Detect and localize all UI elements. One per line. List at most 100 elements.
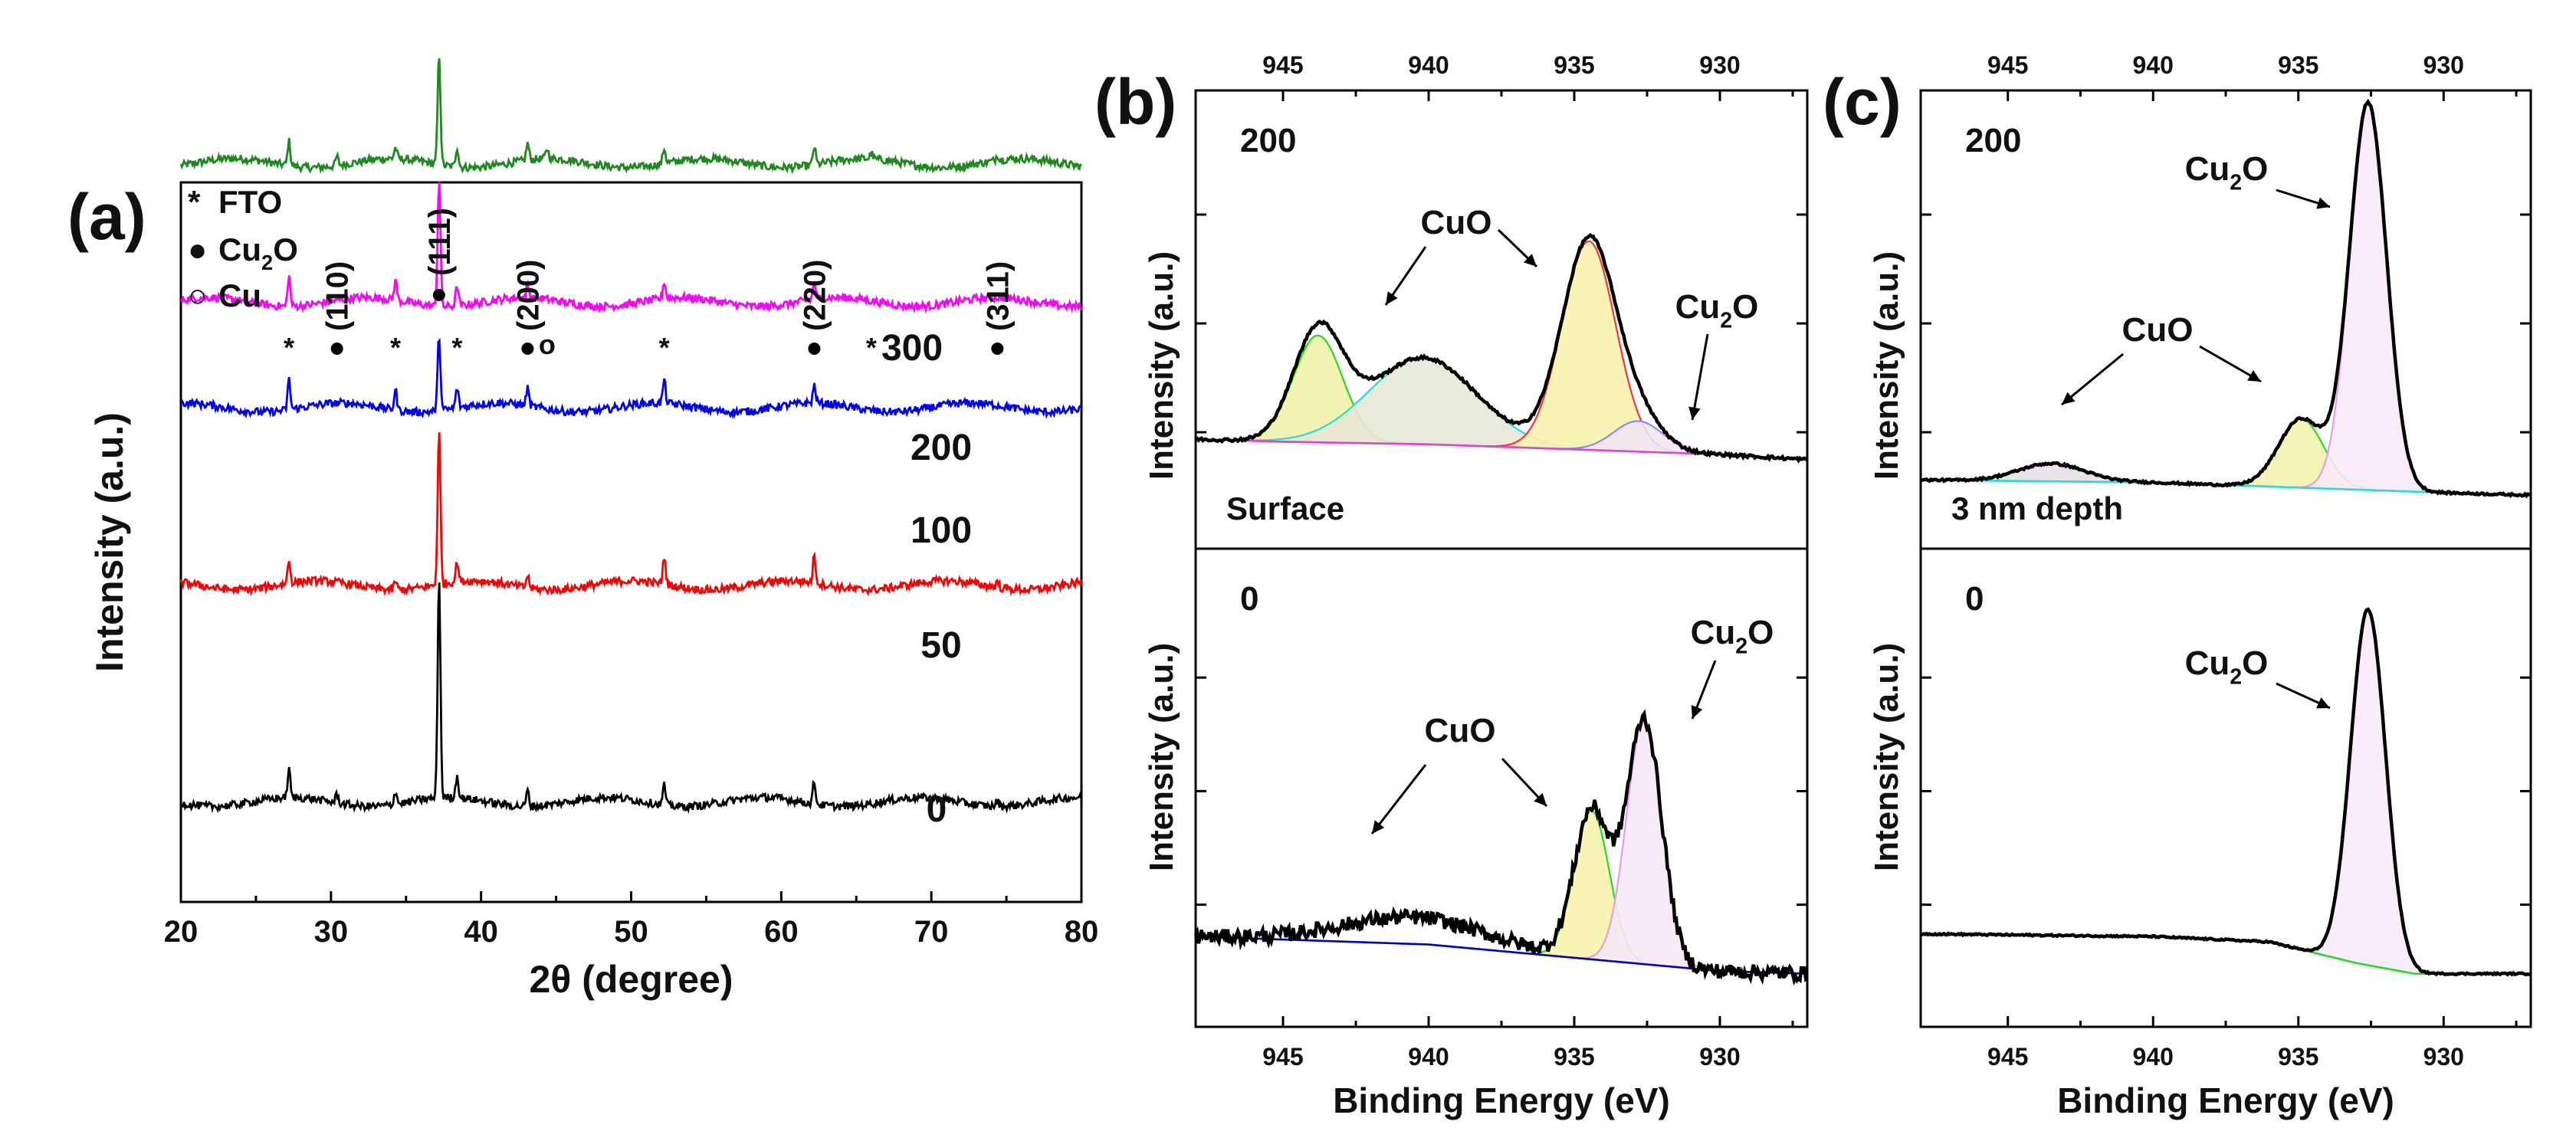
legend-label-1: Cu2O [218,231,298,274]
peak-marker-8 [808,343,821,355]
peak-symbol-7: * [659,332,670,363]
panel-c-sub1-component-fill-0 [1921,609,2531,974]
panel-b-xtick-label-bottom: 930 [1699,1043,1740,1071]
peak-index-label-5: (200) [511,260,545,331]
peak-symbol-4: * [451,332,462,363]
panel-c-xtick-label-top: 945 [1987,51,2028,79]
panel-a-xtick-label: 70 [914,915,949,949]
series-50-line [179,432,1083,597]
legend-label-1-main: Cu [218,231,261,267]
peak-index-label-10: (311) [981,261,1015,331]
panel-c-sub0-annotation-0: CuO [2122,311,2194,349]
panel-b-xtick-label-bottom: 940 [1408,1043,1449,1071]
panel-b-sub0-sublabel: Surface [1226,490,1344,526]
panel-label-c: (c) [1823,66,1902,138]
peak-marker-1 [330,343,343,355]
panel-c-sub0-arrow-0-0 [2061,352,2124,406]
panel-a-ylabel: Intensity (a.u.) [88,412,131,672]
panel-c-sub0-annotation-1: Cu2O [2185,150,2269,195]
peak-index-label-8: (220) [798,260,832,331]
panel-b-xps-chart: 945 945 940 940 935 935 930 930 Binding Energy (… [1143,51,1809,1120]
panel-b-xtick-label-top: 940 [1408,51,1449,79]
panel-b-sub1-label: 0 [1240,580,1258,618]
panel-c-xtick-label-bottom: 930 [2423,1043,2464,1071]
panel-c-sub1-annotation-0: Cu2O [2185,644,2269,689]
peak-index-label-1: (110) [321,261,355,331]
series-100-line [180,337,1082,420]
panel-c-sub0-annotation-0-main: CuO [2122,311,2194,349]
panel-c-xtick-label-bottom: 935 [2278,1043,2318,1071]
legend-symbol-0: * [188,184,201,220]
panel-b-sub0-label: 200 [1240,122,1296,159]
panel-c-sub1-arrowhead-0-0 [2316,697,2330,709]
legend-symbol-2: ○ [188,277,207,313]
peak-marker-3 [432,289,445,301]
panel-b-sub0-annotation-1-sub: 2 [1720,308,1732,333]
panel-a-xtick-label: 50 [614,915,648,949]
peak-marker-10 [991,343,1004,355]
panel-c-sub0-annotation-1-tail: O [2242,150,2268,188]
panel-label-a: (a) [67,181,146,253]
panel-c-xtick-label-top: 935 [2278,51,2318,79]
panel-b-sub1-data-line [1193,709,1809,986]
legend-label-2-main: Cu [218,277,261,313]
panel-b-ylabel-lower: Intensity (a.u.) [1143,643,1180,871]
panel-b-sub0-annotation-1-tail: O [1732,288,1758,326]
panel-b-sub1-arrow-0-0 [1370,764,1427,835]
panel-c-sub0-arrowhead-0-1 [2247,370,2261,382]
panel-c-sub0-arrowhead-0-0 [2062,392,2076,405]
panel-b-sub0-arrowhead-0-0 [1386,291,1398,305]
panel-c-xlabel: Binding Energy (eV) [2057,1080,2394,1120]
legend-label-0: FTO [218,184,282,220]
panel-b-sub1-arrowhead-1-0 [1691,705,1703,719]
panel-c-sub1-annotation-0-tail: O [2242,644,2268,682]
panel-c-xtick-label-top: 940 [2133,51,2174,79]
panel-c-sub0-annotation-1-sub: 2 [2230,170,2242,195]
peak-marker-5 [521,343,534,355]
peak-symbol-6: o [539,329,556,360]
panel-b-sub1-annotation-1-tail: O [1747,614,1774,651]
series-100-label: 100 [911,510,972,551]
panel-b-sub1-arrowhead-0-1 [1534,792,1547,806]
panel-b-xtick-label-bottom: 945 [1262,1043,1303,1071]
panel-c-xtick-label-top: 930 [2423,51,2464,79]
panel-c-sub0-component-fill-2 [1921,103,2531,496]
panel-c-sub1-data-line [1920,607,2532,977]
panel-a-xtick-label: 30 [314,915,349,949]
panel-c-xtick-label-bottom: 945 [1987,1043,2028,1071]
panel-b-xtick-label-top: 935 [1554,51,1594,79]
panel-b-sub0-arrowhead-0-1 [1523,254,1537,267]
panel-c-ylabel: Intensity (a.u.) [1868,251,1905,480]
legend-label-0-main: FTO [218,184,282,220]
panel-b-xtick-label-bottom: 935 [1554,1043,1594,1071]
panel-b-sub0-annotation-0: CuO [1421,204,1492,241]
panel-c-ylabel-lower: Intensity (a.u.) [1868,643,1905,871]
panel-b-sub1-arrowhead-0-0 [1372,820,1385,834]
panel-b-sub1-annotation-1-sub: 2 [1735,634,1747,658]
panel-b-frame [1194,89,1809,1028]
panel-b-xtick-label-top: 930 [1699,51,1740,79]
panel-b-sub0-component-fill-3 [1196,421,1807,460]
panel-b-sub1-annotation-0: CuO [1425,712,1496,749]
series-300-line [179,57,1082,175]
peak-symbol-9: * [866,332,877,363]
panel-b-sub0-component-fill-1 [1196,357,1807,460]
panel-a-xtick-label: 60 [764,915,799,949]
panel-b-sub0-data-line [1194,232,1809,464]
panel-c-sub1-label: 0 [1965,580,1984,618]
panel-c-xps-chart: 945 945 940 940 935 935 930 930 Binding Energy (… [1868,51,2532,1120]
panel-c-sub0-sublabel: 3 nm depth [1951,490,2123,526]
panel-a-xtick-label: 20 [164,915,199,949]
panel-b-sub0-arrowhead-1-0 [1688,406,1701,420]
panel-b-sub1-annotation-0-main: CuO [1425,712,1496,749]
series-0-line [179,582,1083,815]
panel-label-b: (b) [1094,66,1176,138]
panel-c-sub1-annotation-0-main: Cu [2185,644,2230,682]
panel-b-sub1-component-fill-1 [1196,810,1807,974]
panel-b-sub1-component-fill-2 [1196,720,1807,974]
peak-symbol-2: * [390,332,401,363]
series-300-label: 300 [881,328,943,369]
series-200-line [180,182,1083,314]
panel-a-xlabel: 2θ (degree) [530,958,733,1001]
panel-b-xtick-label-top: 945 [1262,51,1303,79]
